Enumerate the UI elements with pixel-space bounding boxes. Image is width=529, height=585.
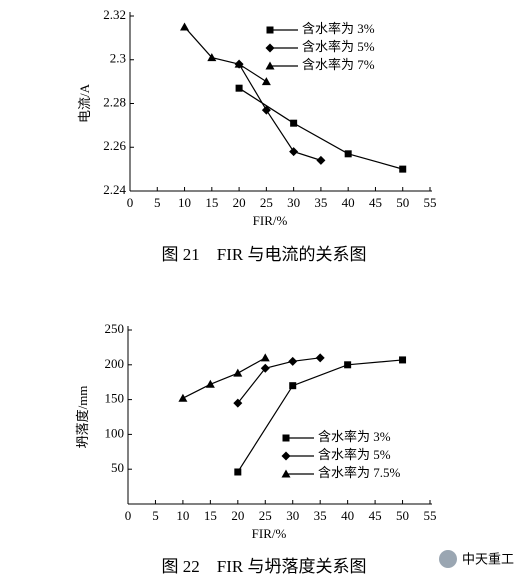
legend-label: 含水率为 5% xyxy=(318,447,391,462)
x-tick-label: 35 xyxy=(314,195,327,210)
x-tick-label: 25 xyxy=(260,195,273,210)
x-tick-label: 50 xyxy=(396,195,409,210)
x-tick-label: 10 xyxy=(178,195,191,210)
series-line xyxy=(182,357,266,399)
series-line xyxy=(238,63,322,161)
series-line xyxy=(237,357,321,404)
marker xyxy=(399,165,407,173)
marker xyxy=(234,59,244,68)
y-tick-label: 200 xyxy=(105,356,125,371)
marker xyxy=(178,393,188,402)
marker xyxy=(316,155,326,165)
y-tick-label: 50 xyxy=(111,460,124,475)
x-tick-label: 25 xyxy=(259,508,272,523)
marker xyxy=(344,150,352,158)
y-tick-label: 150 xyxy=(105,391,125,406)
x-tick-label: 0 xyxy=(125,508,132,523)
x-tick-label: 40 xyxy=(341,508,354,523)
marker xyxy=(233,398,243,408)
x-tick-label: 15 xyxy=(205,195,218,210)
x-tick-label: 35 xyxy=(314,508,327,523)
marker xyxy=(205,379,215,388)
marker xyxy=(233,368,243,377)
marker xyxy=(315,353,325,363)
marker xyxy=(290,119,298,127)
y-tick-label: 2.3 xyxy=(110,51,126,66)
marker xyxy=(281,451,291,461)
marker xyxy=(344,361,352,369)
x-tick-label: 45 xyxy=(369,508,382,523)
watermark: 中天重工 xyxy=(439,550,514,568)
marker xyxy=(234,468,242,476)
marker xyxy=(235,84,243,92)
y-axis-label: 电流/A xyxy=(77,83,92,123)
marker xyxy=(261,105,271,115)
series-line xyxy=(237,359,403,473)
caption: 图 21 FIR 与电流的关系图 xyxy=(162,245,367,264)
marker xyxy=(180,22,190,31)
x-axis-label: FIR/% xyxy=(253,213,288,228)
marker xyxy=(266,26,274,34)
x-tick-label: 20 xyxy=(231,508,244,523)
marker xyxy=(265,43,275,53)
marker xyxy=(399,356,407,364)
marker xyxy=(260,353,270,362)
marker xyxy=(289,382,297,390)
legend-label: 含水率为 7.5% xyxy=(318,465,401,480)
x-axis-label: FIR/% xyxy=(252,526,287,541)
x-tick-label: 30 xyxy=(287,195,300,210)
legend-label: 含水率为 3% xyxy=(318,429,391,444)
legend-label: 含水率为 3% xyxy=(302,21,375,36)
x-tick-label: 45 xyxy=(369,195,382,210)
y-tick-label: 100 xyxy=(105,425,125,440)
marker xyxy=(260,363,270,373)
x-tick-label: 0 xyxy=(127,195,134,210)
y-tick-label: 2.24 xyxy=(103,182,126,197)
y-axis-label: 坍落度/mm xyxy=(75,386,90,449)
x-tick-label: 55 xyxy=(424,508,437,523)
watermark-text: 中天重工 xyxy=(462,552,514,568)
x-tick-label: 55 xyxy=(424,195,437,210)
marker xyxy=(288,356,298,366)
legend-label: 含水率为 5% xyxy=(302,39,375,54)
x-tick-label: 10 xyxy=(176,508,189,523)
marker xyxy=(261,77,271,86)
x-tick-label: 30 xyxy=(286,508,299,523)
marker xyxy=(265,61,275,70)
y-tick-label: 2.26 xyxy=(103,138,126,153)
x-tick-label: 15 xyxy=(204,508,217,523)
marker xyxy=(282,434,290,442)
y-tick-label: 2.28 xyxy=(103,94,126,109)
y-tick-label: 2.32 xyxy=(103,7,126,22)
x-tick-label: 50 xyxy=(396,508,409,523)
legend-label: 含水率为 7% xyxy=(302,57,375,72)
caption: 图 22 FIR 与坍落度关系图 xyxy=(162,557,367,576)
x-tick-label: 5 xyxy=(154,195,161,210)
marker xyxy=(281,469,291,478)
x-tick-label: 5 xyxy=(152,508,159,523)
y-tick-label: 250 xyxy=(105,321,125,336)
marker xyxy=(289,147,299,157)
x-tick-label: 40 xyxy=(342,195,355,210)
series-line xyxy=(184,26,267,83)
marker xyxy=(207,53,217,62)
x-tick-label: 20 xyxy=(233,195,246,210)
